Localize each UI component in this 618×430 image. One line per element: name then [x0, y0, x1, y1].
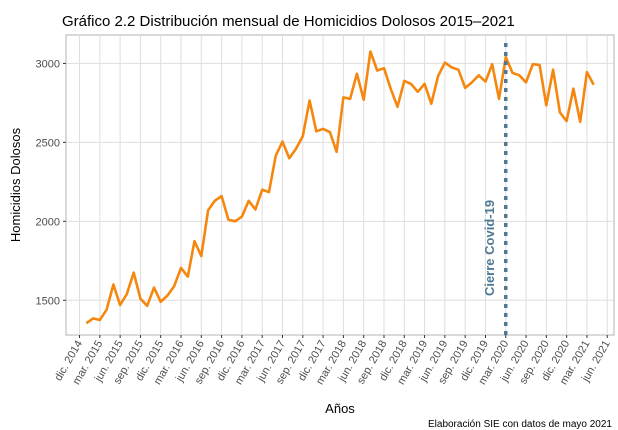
plot-panel — [65, 34, 615, 336]
caption: Elaboración SIE con datos de mayo 2021 — [428, 419, 612, 430]
line-series — [85, 50, 595, 325]
x-axis-label: Años — [325, 401, 355, 416]
y-axis-label: Homicidios Dolosos — [8, 127, 23, 242]
covid-annotation: Cierre Covid-19 — [482, 200, 497, 296]
y-tick-label: 2500 — [36, 137, 60, 149]
y-tick-label: 1500 — [36, 295, 60, 307]
y-tick-label: 2000 — [36, 216, 60, 228]
y-tick-label: 3000 — [36, 58, 60, 70]
chart-title: Gráfico 2.2 Distribución mensual de Homi… — [62, 13, 515, 30]
